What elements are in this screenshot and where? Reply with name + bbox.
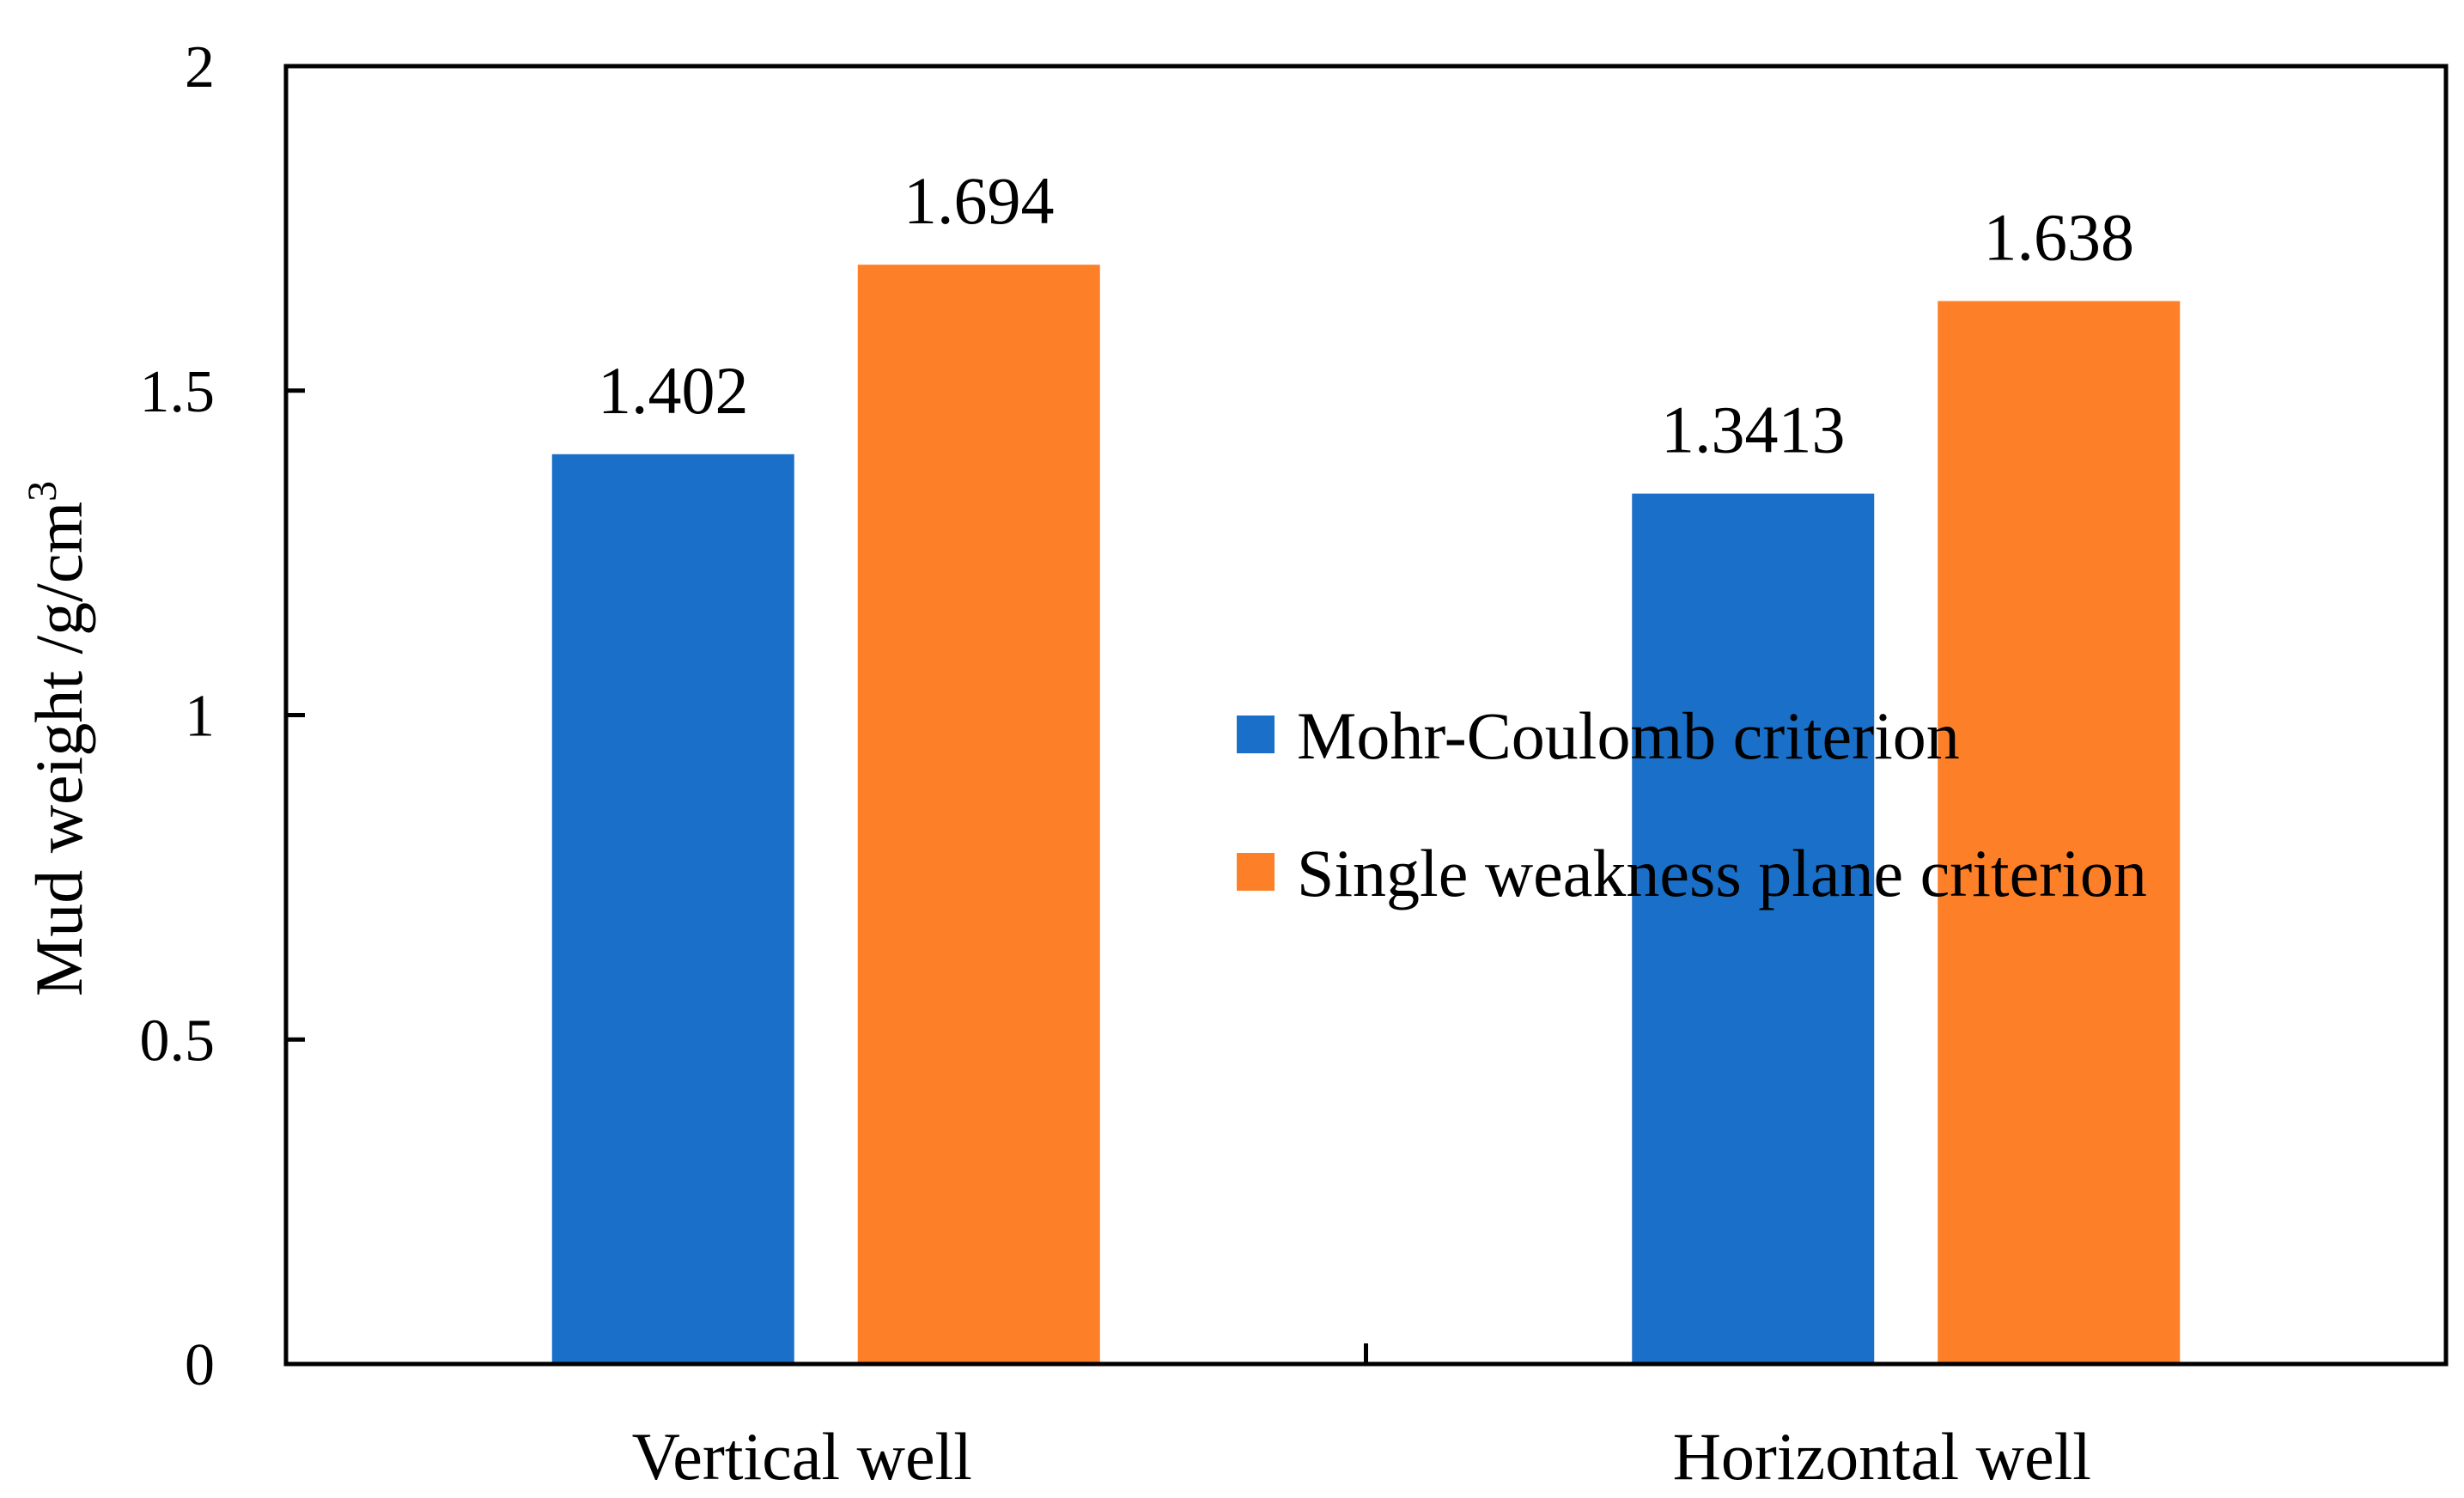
legend-swatch bbox=[1237, 853, 1275, 891]
y-axis-ticks: 0 0.5 1 1.5 2 bbox=[140, 34, 305, 1398]
legend-label: Mohr-Coulomb criterion bbox=[1297, 698, 1960, 773]
data-label: 1.638 bbox=[1984, 199, 2135, 274]
x-axis-labels: Vertical well Horizontal well bbox=[632, 1419, 2091, 1494]
y-axis-title-text: Mud weight /g/cm bbox=[21, 502, 96, 996]
x-category-label: Horizontal well bbox=[1673, 1419, 2091, 1494]
data-label: 1.3413 bbox=[1661, 393, 1846, 467]
y-tick-label: 0.5 bbox=[140, 1008, 216, 1074]
y-tick-label: 1 bbox=[185, 684, 215, 750]
bar-mohr-coulomb-vertical bbox=[551, 454, 794, 1364]
y-tick-label: 1.5 bbox=[140, 359, 216, 425]
data-labels: 1.402 1.694 1.3413 1.638 bbox=[598, 163, 2134, 466]
data-label: 1.402 bbox=[598, 353, 749, 428]
bar-mohr-coulomb-horizontal bbox=[1632, 493, 1875, 1364]
x-category-label: Vertical well bbox=[632, 1419, 972, 1494]
bar-single-weakness-plane-horizontal bbox=[1938, 301, 2181, 1365]
y-axis-title-superscript: 3 bbox=[20, 481, 65, 502]
y-tick-label: 0 bbox=[185, 1332, 215, 1398]
bar-single-weakness-plane-vertical bbox=[857, 265, 1100, 1365]
bars bbox=[551, 265, 2181, 1365]
y-tick-label: 2 bbox=[185, 34, 215, 100]
data-label: 1.694 bbox=[903, 163, 1055, 238]
legend-label: Single weakness plane criterion bbox=[1297, 836, 2147, 910]
y-axis-title: Mud weight /g/cm3 bbox=[20, 481, 96, 996]
legend: Mohr-Coulomb criterion Single weakness pl… bbox=[1237, 698, 2147, 910]
legend-swatch bbox=[1237, 716, 1275, 753]
